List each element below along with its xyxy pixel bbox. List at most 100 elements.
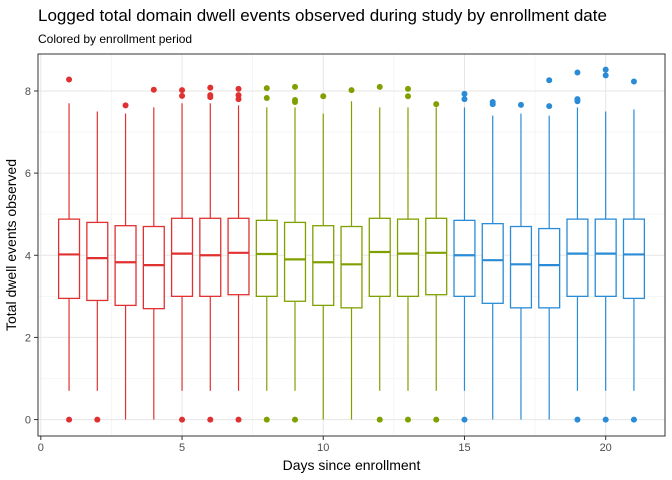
box-day-16	[481, 99, 504, 420]
outlier-point	[263, 94, 270, 101]
outlier-point	[433, 416, 440, 423]
outlier-point	[461, 416, 468, 423]
box-body	[170, 217, 194, 297]
outlier-point	[348, 87, 355, 94]
box-body	[283, 221, 307, 302]
chart-title: Logged total domain dwell events observe…	[38, 6, 607, 25]
outlier-point	[546, 77, 553, 84]
box-body	[227, 217, 250, 296]
x-tick-label: 10	[317, 442, 329, 454]
box-body	[509, 225, 533, 309]
chart-subtitle: Colored by enrollment period	[38, 32, 192, 46]
box-day-2	[86, 111, 109, 423]
outlier-point	[517, 101, 524, 108]
box-day-1	[57, 76, 81, 423]
box-body	[199, 217, 222, 297]
outlier-point	[376, 416, 383, 423]
outlier-point	[94, 416, 101, 423]
box-day-7	[227, 85, 250, 423]
outlier-point	[602, 72, 609, 79]
y-tick-label: 0	[25, 415, 31, 427]
outlier-point	[207, 84, 214, 91]
outlier-point	[461, 90, 468, 97]
box-body	[622, 218, 646, 300]
box-body	[425, 217, 448, 296]
box-day-19	[566, 69, 589, 423]
box-body	[142, 225, 165, 310]
x-tick-label: 20	[600, 442, 612, 454]
outlier-point	[320, 93, 327, 100]
plot-panel-border	[37, 53, 666, 437]
box-day-18	[538, 77, 561, 420]
outlier-point	[179, 416, 186, 423]
box-body	[538, 227, 561, 309]
box-day-11	[340, 87, 363, 420]
outlier-point	[235, 416, 242, 423]
box-day-17	[509, 101, 533, 420]
box-body	[255, 219, 278, 297]
box-day-15	[453, 90, 476, 423]
box-day-20	[594, 66, 617, 423]
x-axis-title: Days since enrollment	[283, 457, 421, 473]
y-axis-title: Total dwell events observed	[3, 159, 19, 331]
outlier-point	[574, 96, 581, 103]
y-tick-label: 8	[25, 86, 31, 98]
box-body	[368, 217, 391, 297]
outlier-point	[235, 92, 242, 99]
box-day-4	[142, 86, 165, 420]
box-day-5	[170, 87, 194, 423]
box-day-8	[255, 85, 278, 423]
outlier-point	[376, 83, 383, 90]
y-tick-label: 2	[25, 332, 31, 344]
box-body	[594, 218, 617, 297]
box-day-6	[199, 84, 222, 423]
outlier-point	[207, 92, 214, 99]
x-tick-label: 0	[38, 442, 44, 454]
outlier-point	[263, 85, 270, 92]
outlier-point	[179, 87, 186, 94]
box-day-13	[396, 85, 420, 423]
outlier-point	[404, 85, 411, 92]
outlier-point	[179, 92, 186, 99]
outlier-point	[404, 93, 411, 100]
outlier-point	[433, 101, 440, 108]
x-tick-label: 15	[458, 442, 470, 454]
outlier-point	[263, 416, 270, 423]
outlier-point	[66, 416, 73, 423]
y-tick-label: 6	[25, 168, 31, 180]
outlier-point	[574, 416, 581, 423]
box-day-14	[425, 101, 448, 423]
outlier-point	[292, 416, 299, 423]
outlier-point	[489, 99, 496, 106]
outlier-point	[122, 102, 129, 109]
outlier-point	[630, 416, 637, 423]
axis-ticks: 0 5 10 15 20 0 2 4 6 8	[25, 86, 612, 454]
box-body	[340, 225, 363, 309]
box-body	[312, 225, 335, 307]
boxes	[57, 66, 646, 423]
outlier-point	[630, 78, 637, 85]
outlier-point	[602, 416, 609, 423]
outlier-point	[602, 66, 609, 73]
outlier-point	[150, 86, 157, 93]
outlier-point	[235, 85, 242, 92]
outlier-point	[404, 416, 411, 423]
box-day-12	[368, 83, 391, 423]
box-day-9	[283, 83, 307, 423]
outlier-point	[292, 83, 299, 90]
box-body	[86, 221, 109, 302]
outlier-point	[207, 416, 214, 423]
y-tick-label: 4	[25, 250, 31, 262]
box-body	[481, 222, 504, 304]
outlier-point	[66, 76, 73, 83]
box-day-10	[312, 93, 335, 420]
box-body	[453, 219, 476, 297]
outlier-point	[292, 97, 299, 104]
x-tick-label: 5	[179, 442, 185, 454]
box-body	[396, 218, 420, 297]
outlier-point	[461, 96, 468, 103]
box-day-3	[114, 102, 137, 420]
outlier-point	[546, 103, 553, 110]
box-body	[57, 218, 81, 300]
